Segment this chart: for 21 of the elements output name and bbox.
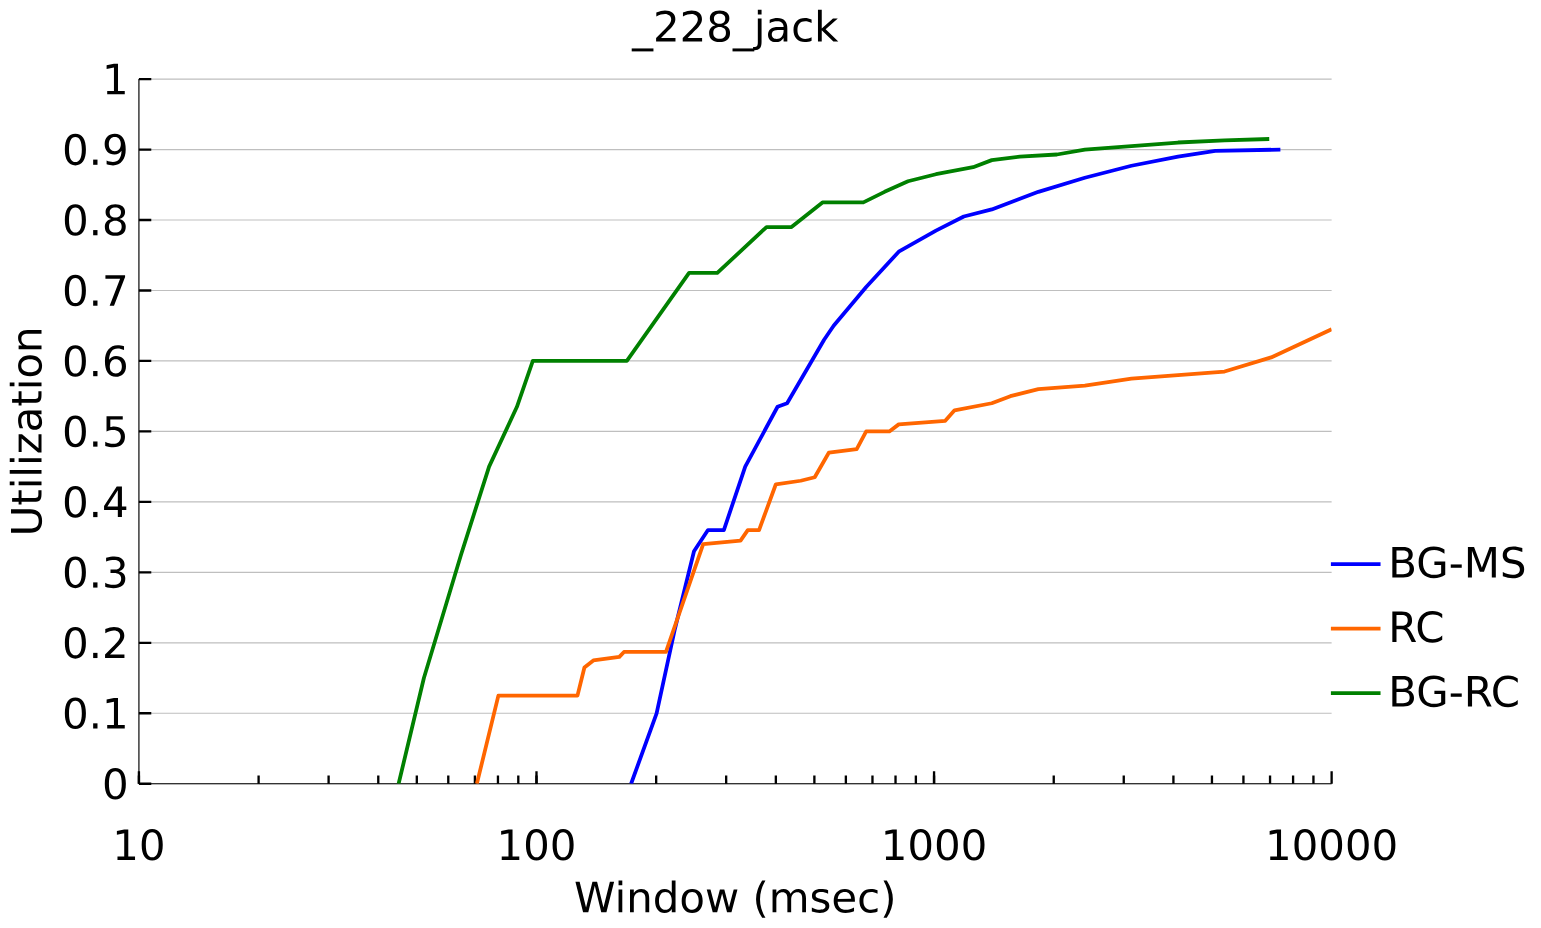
- legend-label: BG-MS: [1392, 546, 1525, 579]
- x-tick-label: 1000: [885, 829, 985, 861]
- y-tick-label: 0.7: [64, 274, 126, 307]
- y-tick-label: 0.8: [64, 204, 126, 237]
- x-tick-label: 100: [501, 829, 574, 861]
- y-tick-label: 0.1: [64, 697, 125, 730]
- legend-label: RC: [1392, 611, 1443, 643]
- y-tick-label: 0.2: [64, 627, 125, 659]
- y-tick-label: 0.9: [64, 133, 126, 166]
- x-tick-label: 10000: [1269, 829, 1396, 861]
- y-tick-label: 0.3: [64, 556, 126, 589]
- y-tick-label: 0.4: [64, 486, 127, 518]
- x-tick-label: 10: [116, 829, 163, 861]
- y-tick-label: 0.5: [64, 415, 125, 448]
- y-axis-title: Utilization: [9, 330, 43, 533]
- y-tick-label: 1: [106, 64, 125, 95]
- legend-label: BG-RC: [1392, 675, 1518, 708]
- y-tick-label: 0: [104, 768, 126, 800]
- x-axis-title: Window (msec): [575, 880, 893, 919]
- chart-title: _228_jack: [631, 9, 839, 52]
- y-tick-label: 0.6: [64, 345, 126, 377]
